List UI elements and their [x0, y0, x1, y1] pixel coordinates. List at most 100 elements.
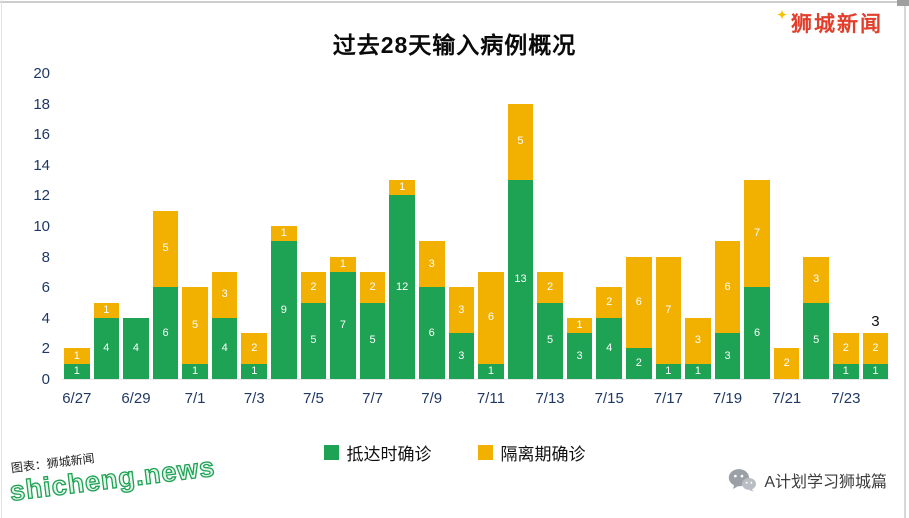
bar-segment-arrival: 5	[803, 302, 830, 379]
bar-segment-quarantine: 2	[596, 287, 622, 318]
legend-label-quarantine: 隔离期确诊	[500, 445, 586, 464]
bar-segment-quarantine: 3	[211, 271, 238, 318]
bar-segment-quarantine: 2	[241, 333, 268, 364]
bar-segment-arrival: 1	[833, 363, 859, 379]
bar-segment-arrival: 1	[862, 363, 889, 379]
bar-segment-arrival: 1	[241, 363, 268, 379]
bar-segment-arrival: 4	[93, 317, 120, 379]
last-bar-total-label: 3	[871, 313, 880, 331]
bar-column: 2	[772, 74, 802, 379]
bar-segment-quarantine: 1	[64, 348, 90, 364]
bar-segment-arrival: 4	[123, 317, 149, 379]
y-tick-label: 0	[41, 371, 50, 388]
top-border-line	[0, 1, 909, 3]
bar-segment-arrival: 12	[389, 195, 415, 379]
bar-segment-quarantine: 6	[478, 271, 504, 364]
y-tick-label: 18	[33, 95, 50, 113]
bar-segment-arrival: 6	[152, 287, 179, 379]
x-tick-label: 7/19	[712, 390, 743, 407]
x-tick-label: 6/29	[121, 390, 151, 407]
legend-item-arrival: 抵达时确诊	[323, 440, 432, 465]
y-tick-label: 10	[33, 218, 50, 235]
x-tick-label: 7/5	[302, 390, 324, 407]
bar-segment-quarantine: 2	[833, 333, 859, 364]
bar-segment-quarantine: 7	[744, 180, 770, 288]
bar-segment-arrival: 5	[537, 302, 563, 379]
bar-segment-arrival: 6	[744, 287, 770, 379]
x-tick-label	[565, 390, 595, 407]
bar-segment-quarantine: 3	[685, 317, 711, 364]
x-tick-label: 7/9	[421, 390, 443, 407]
y-tick-label: 6	[41, 279, 50, 297]
x-tick-label	[861, 390, 891, 407]
bar-segment-arrival: 1	[655, 363, 682, 379]
bar-segment-arrival: 2	[625, 348, 652, 379]
bar-segment-arrival: 1	[478, 363, 504, 379]
x-tick-label	[387, 390, 417, 407]
bar-segment-quarantine: 1	[271, 226, 297, 242]
x-tick-label	[506, 390, 536, 407]
legend: 抵达时确诊 隔离期确诊	[0, 440, 909, 465]
y-tick-label: 8	[41, 248, 50, 266]
x-tick-label: 7/21	[772, 390, 802, 407]
bar-segment-arrival: 1	[685, 363, 711, 379]
x-tick-label	[801, 390, 831, 407]
bar-segment-quarantine: 3	[803, 256, 830, 303]
brand-logo-text: 狮城新闻	[791, 13, 883, 36]
bar-segment-quarantine: 1	[389, 180, 415, 196]
bar-segment-arrival: 4	[211, 317, 238, 379]
bar-segment-arrival: 13	[507, 180, 534, 379]
bar-column: 5 13	[506, 74, 536, 379]
x-tick-label	[151, 390, 181, 407]
bar-segment-quarantine: 6	[625, 256, 652, 349]
bar-segment-quarantine: 5	[507, 103, 534, 181]
bar-segment-arrival: 5	[300, 302, 327, 379]
x-tick-label: 6/27	[62, 390, 92, 407]
bar-segment-quarantine: 1	[93, 302, 120, 318]
bar-segment-arrival: 9	[271, 241, 297, 379]
bar-segment-arrival: 3	[448, 333, 475, 379]
legend-item-quarantine: 隔离期确诊	[477, 440, 586, 465]
x-tick-label: 7/11	[476, 390, 505, 407]
y-tick-label: 16	[33, 126, 50, 144]
x-tick-label: 7/13	[535, 390, 565, 407]
bars-area: 1 1 1 4 4 5 6 5 1 3 4 2 1 1 9 2 5 1 7 2 5 1 12 3 6 3 3 6 1 5 13 2 5 1 3 2 4 6…	[62, 74, 890, 380]
x-tick-label	[624, 390, 654, 407]
x-tick-label: 7/23	[831, 390, 861, 407]
bar-segment-quarantine: 2	[773, 348, 800, 379]
y-axis: 0 2 4 6 8 10 12 14 16 18 20	[20, 66, 58, 388]
star-icon: ✦	[776, 8, 789, 22]
scrollbar-thumb[interactable]	[897, 0, 909, 6]
x-tick-label: 7/1	[184, 390, 206, 407]
bar-column: 4	[121, 74, 151, 379]
x-tick-label: 7/17	[653, 390, 683, 407]
yellow-swatch	[477, 445, 493, 460]
x-tick-label	[683, 390, 713, 407]
left-border-line	[1, 0, 2, 518]
x-tick-label	[328, 390, 358, 407]
x-tick-label	[269, 390, 299, 407]
bar-segment-quarantine: 1	[566, 317, 593, 334]
x-tick-label: 7/7	[362, 390, 383, 407]
bar-segment-arrival: 4	[596, 317, 622, 379]
bar-segment-quarantine: 6	[714, 241, 741, 334]
credit: A计划学习狮城篇	[728, 468, 887, 492]
bar-segment-arrival: 3	[566, 333, 593, 379]
bar-segment-quarantine: 1	[330, 256, 356, 272]
x-tick-label: 7/15	[594, 390, 624, 407]
